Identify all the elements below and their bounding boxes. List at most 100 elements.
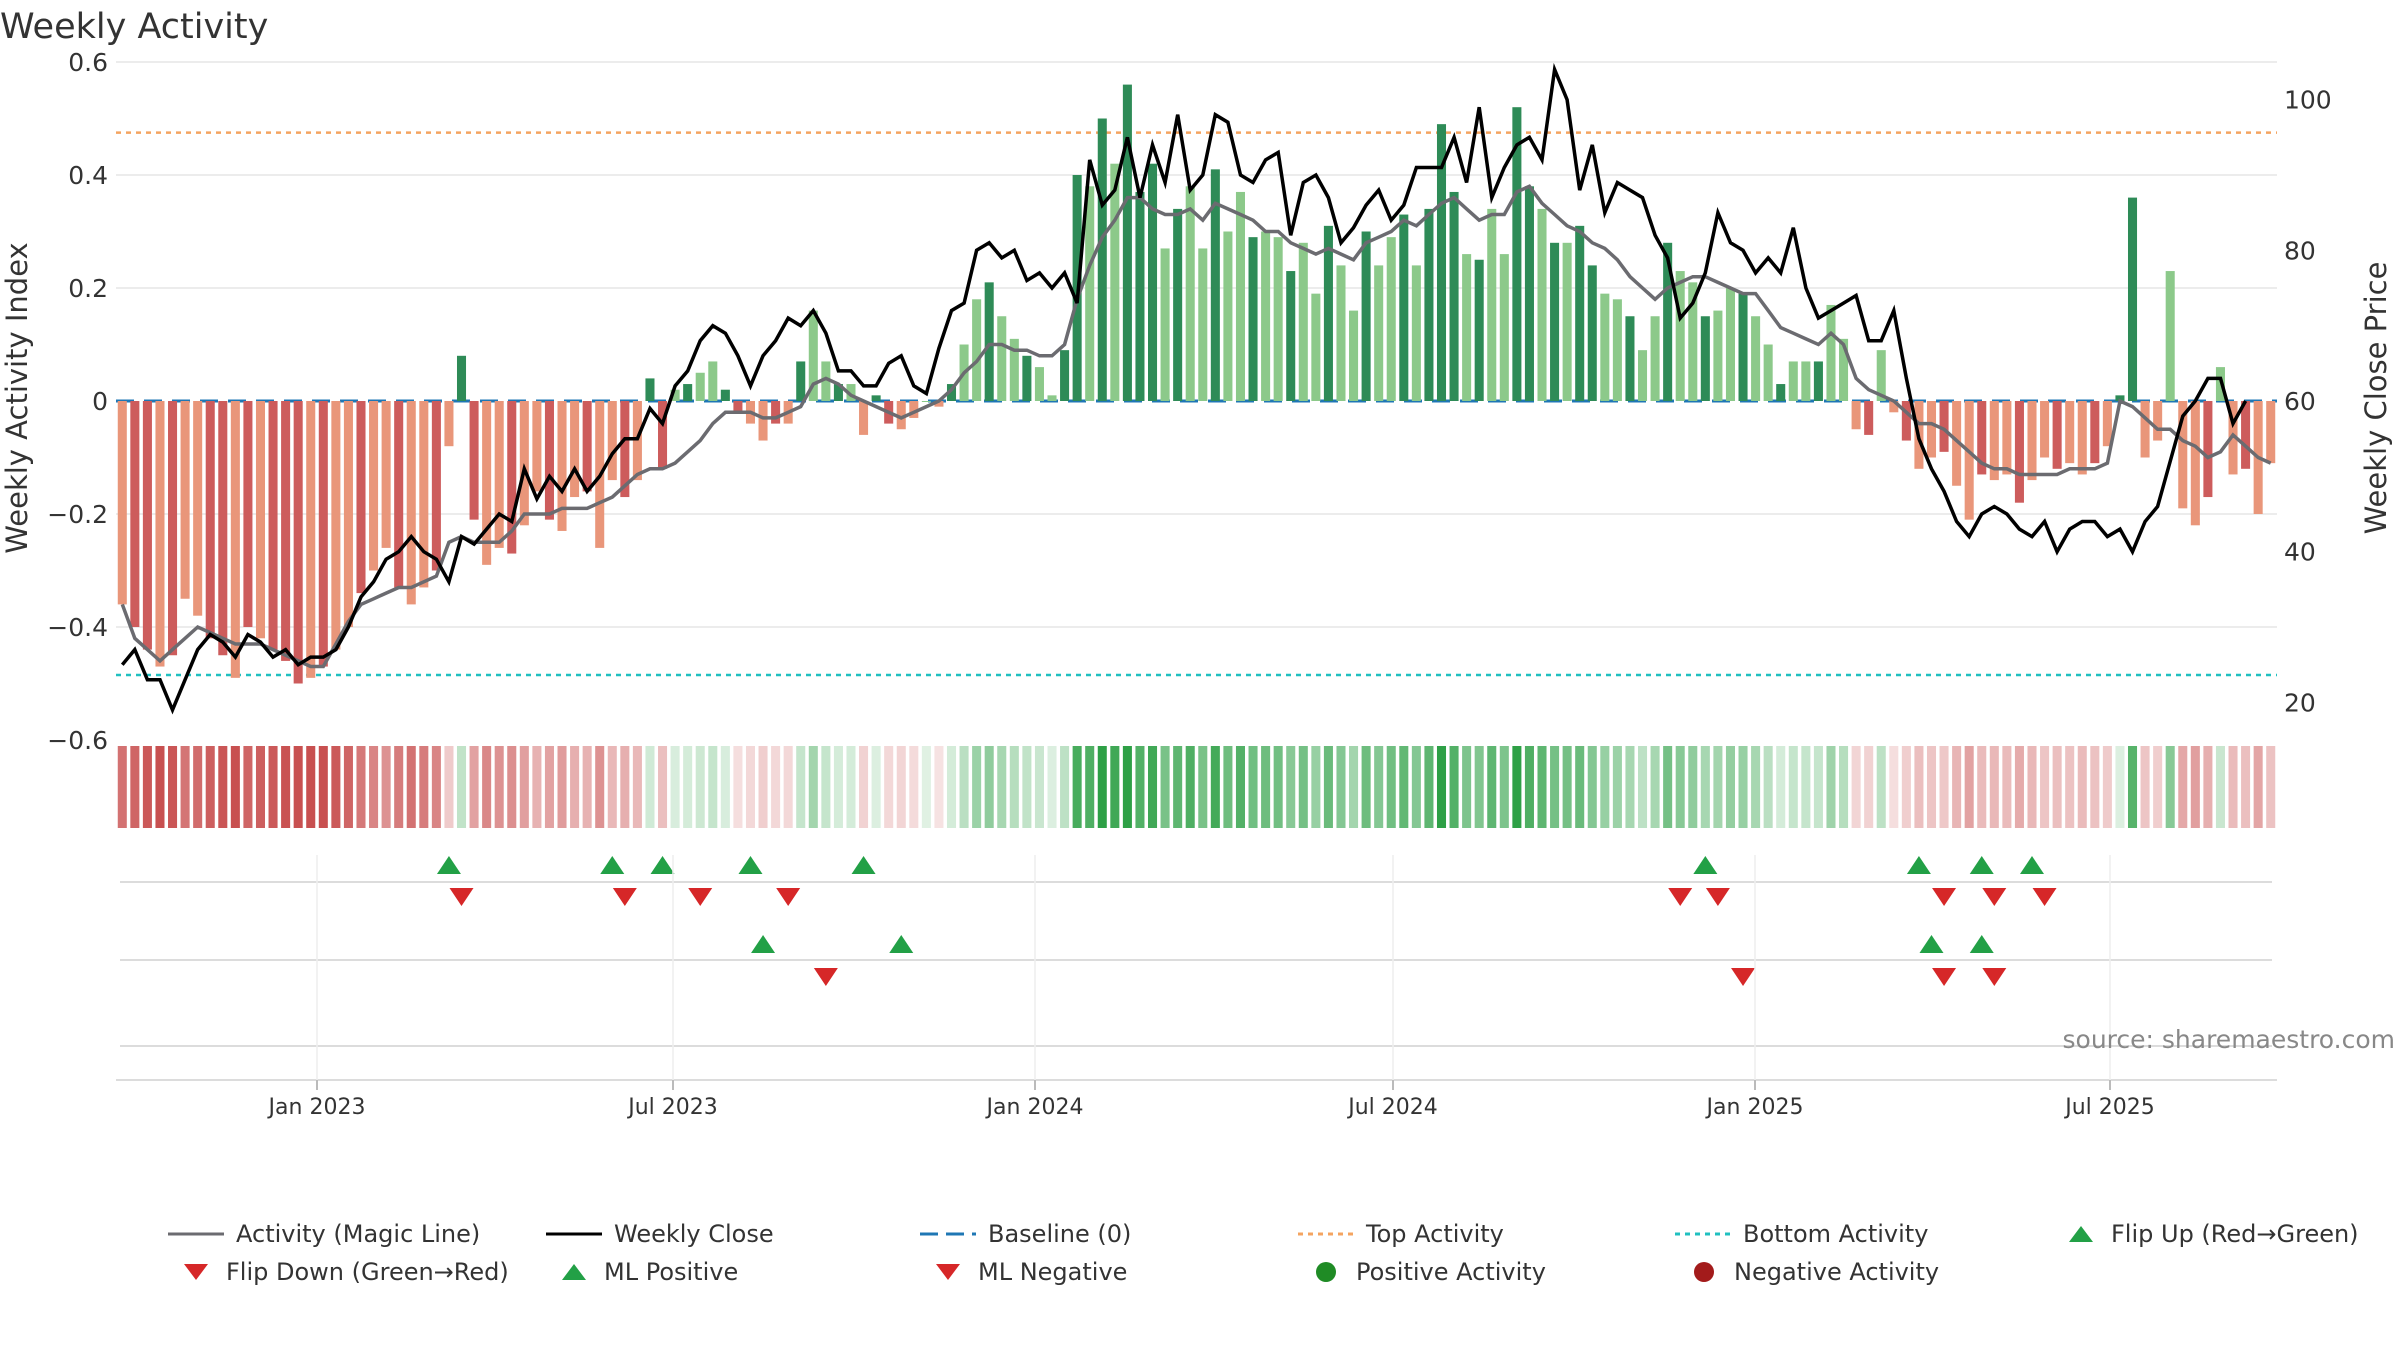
heat-cell	[1524, 746, 1534, 828]
heat-cell	[833, 746, 843, 828]
activity-bar	[695, 372, 705, 401]
activity-bar	[1637, 350, 1648, 401]
activity-bar	[871, 395, 881, 401]
heat-cell	[1210, 746, 1220, 828]
activity-bar	[1876, 350, 1886, 401]
activity-bar	[683, 384, 693, 401]
heat-cell	[1110, 746, 1120, 828]
activity-bar	[1487, 208, 1497, 401]
heat-cell	[884, 746, 894, 828]
heat-cell	[1612, 746, 1622, 828]
heat-cell	[205, 746, 215, 828]
activity-bar	[1122, 84, 1132, 401]
activity-bar	[708, 361, 718, 401]
activity-bar	[1248, 237, 1258, 401]
x-axis: Jan 2023 Jul 2023 Jan 2024 Jul 2024 Jan 2025…	[116, 855, 2277, 1120]
activity-bar	[1524, 186, 1534, 401]
heat-cell	[1562, 746, 1572, 828]
heat-cell	[1047, 746, 1057, 828]
flip-down-marker	[688, 888, 713, 906]
y-tick-label: −0.2	[47, 500, 108, 529]
activity-bar	[343, 401, 353, 627]
heat-cell	[771, 746, 781, 828]
heat-cell	[381, 746, 391, 828]
heat-cell	[1286, 746, 1296, 828]
activity-bar	[1499, 254, 1509, 401]
heat-cell	[658, 746, 668, 828]
activity-bar	[1336, 265, 1346, 401]
activity-bar	[2065, 401, 2075, 464]
heat-cell	[2052, 746, 2062, 828]
activity-bar	[1449, 191, 1459, 401]
ml-negative-marker	[813, 968, 838, 986]
activity-bar	[2090, 401, 2100, 464]
activity-bar	[1436, 124, 1447, 402]
activity-bar	[645, 378, 655, 401]
activity-bar	[2178, 401, 2188, 509]
activity-bar	[796, 361, 806, 401]
activity-bar	[1399, 214, 1409, 401]
heat-cell	[1625, 746, 1635, 828]
heat-cell	[1361, 746, 1371, 828]
heat-cell	[1122, 746, 1132, 828]
heat-cell	[934, 746, 944, 828]
flip-up-marker	[738, 856, 763, 874]
heat-cell	[130, 746, 140, 828]
heat-cell	[1386, 746, 1396, 828]
heat-cell	[708, 746, 718, 828]
activity-bar	[255, 401, 266, 639]
heat-cell	[343, 746, 353, 828]
activity-bar	[1725, 288, 1735, 401]
heat-cell	[494, 746, 504, 828]
x-tick-label: Jan 2024	[985, 1095, 1084, 1120]
activity-bar	[469, 401, 479, 520]
activity-bar	[557, 401, 567, 531]
heat-cell	[1914, 746, 1924, 828]
activity-bar	[356, 401, 366, 594]
activity-bar	[507, 401, 517, 554]
heat-cell	[1185, 746, 1195, 828]
signal-panels	[120, 856, 2272, 1047]
heat-cell	[1424, 746, 1434, 828]
activity-bar	[1022, 355, 1032, 401]
heat-cell	[281, 746, 291, 828]
heat-cell	[117, 746, 127, 828]
heat-cell	[821, 746, 831, 828]
heat-cell	[1060, 746, 1070, 828]
activity-bar	[1688, 282, 1698, 401]
y-tick-label: −0.6	[47, 726, 108, 755]
heat-cell	[2241, 746, 2251, 828]
activity-bar	[984, 282, 994, 401]
heat-cell	[1826, 746, 1836, 828]
activity-bar	[720, 389, 730, 401]
activity-bar	[921, 401, 931, 402]
activity-bar	[130, 401, 140, 627]
heat-cell	[2203, 746, 2213, 828]
activity-bar	[1361, 231, 1371, 401]
activity-bar	[2153, 401, 2163, 441]
heat-cell	[595, 746, 605, 828]
heat-cell	[168, 746, 178, 828]
heat-cell	[997, 746, 1007, 828]
activity-bar	[243, 401, 253, 627]
activity-bar	[1700, 316, 1710, 401]
activity-bar	[2014, 401, 2024, 503]
activity-bar	[733, 401, 743, 413]
x-tick-label: Jan 2023	[267, 1095, 366, 1120]
activity-bar	[168, 401, 178, 656]
ml-positive-marker	[1919, 935, 1944, 953]
activity-bar	[2241, 401, 2251, 469]
flip-down-marker	[612, 888, 637, 906]
heat-cell	[607, 746, 617, 828]
heat-cell	[306, 746, 316, 828]
heat-cell	[482, 746, 492, 828]
y-tick-label: 0.4	[68, 161, 108, 190]
heat-cell	[1587, 746, 1597, 828]
activity-bar	[833, 384, 843, 401]
heat-cell	[230, 746, 240, 828]
heat-cell	[2215, 746, 2225, 828]
heat-cell	[1650, 746, 1660, 828]
heat-cell	[2127, 746, 2138, 828]
activity-bar	[670, 389, 680, 401]
